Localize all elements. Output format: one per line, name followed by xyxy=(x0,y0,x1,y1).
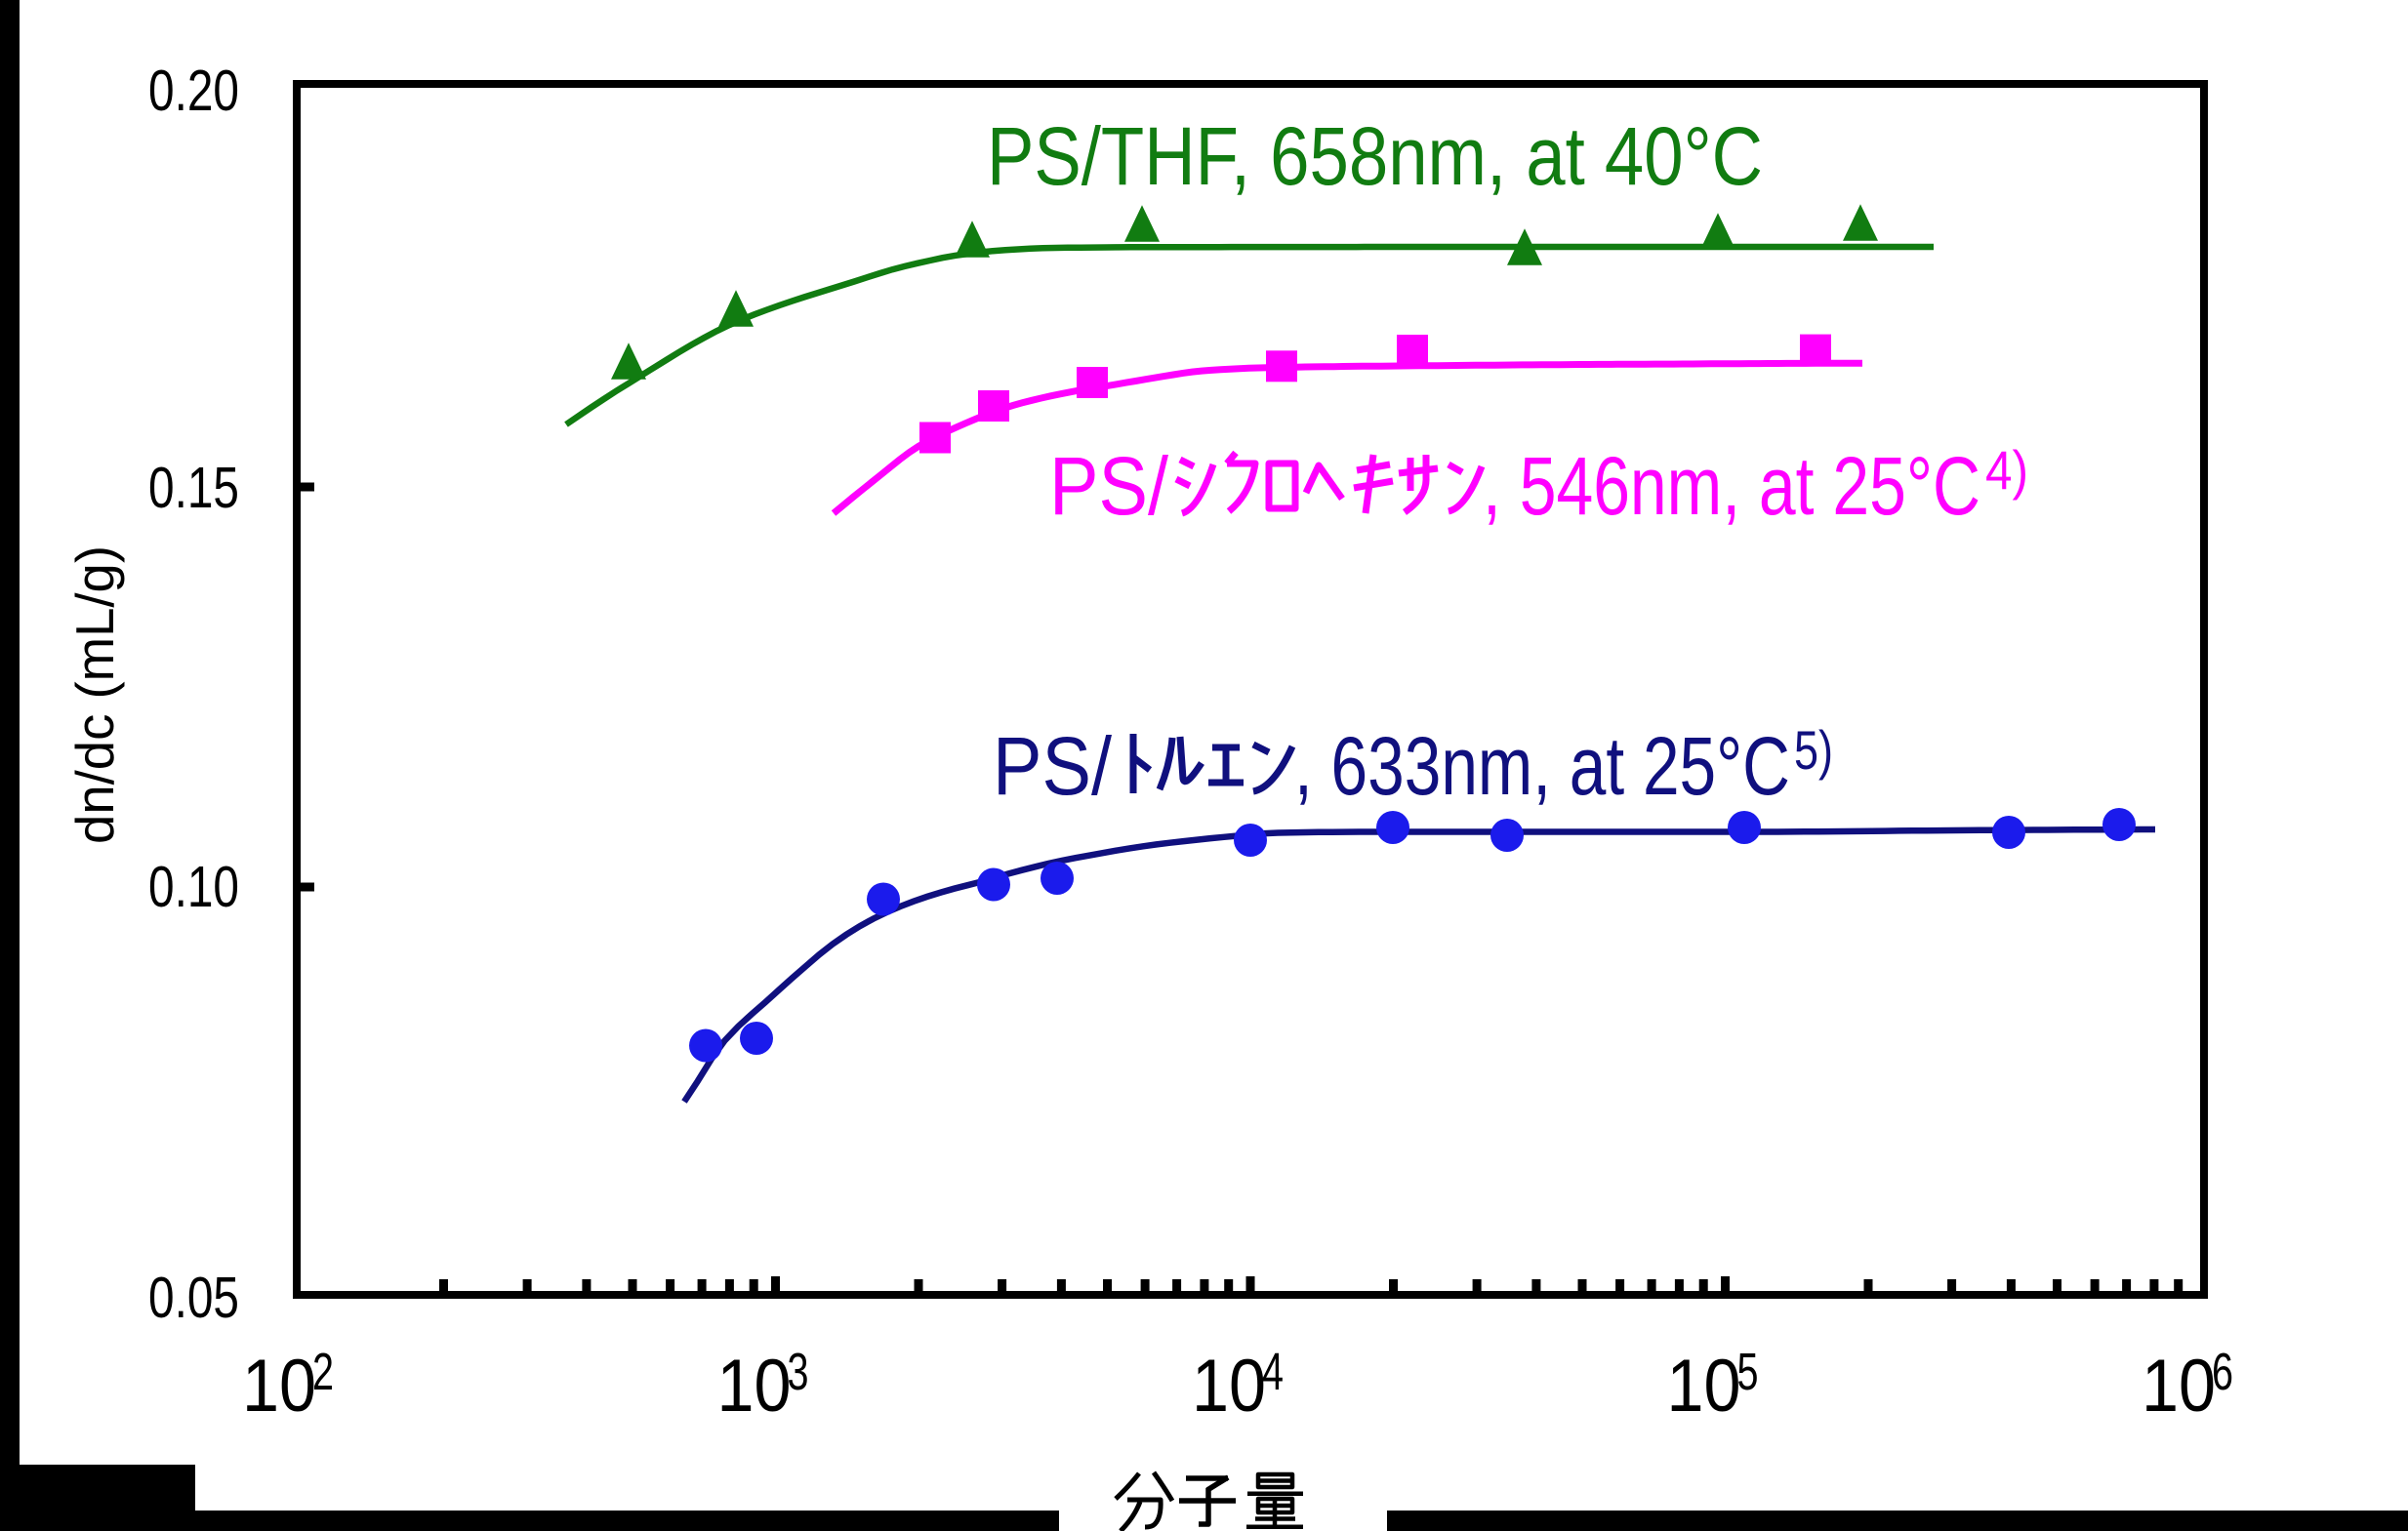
svg-text:0.15: 0.15 xyxy=(148,456,239,520)
svg-text:10: 10 xyxy=(242,1345,316,1428)
svg-text:PS/THF, 658nm, at 40°C: PS/THF, 658nm, at 40°C xyxy=(987,110,1763,202)
svg-text:4): 4) xyxy=(1985,439,2028,501)
svg-text:, 546nm, at 25°C: , 546nm, at 25°C xyxy=(1483,440,1980,532)
svg-text:, 633nm, at 25°C: , 633nm, at 25°C xyxy=(1294,720,1790,812)
svg-text:0.20: 0.20 xyxy=(148,59,239,123)
svg-text:4: 4 xyxy=(1262,1343,1284,1401)
svg-text:5: 5 xyxy=(1737,1343,1759,1401)
svg-text:5): 5) xyxy=(1794,719,1833,781)
svg-text:10: 10 xyxy=(717,1345,792,1428)
svg-text:10: 10 xyxy=(2142,1345,2216,1428)
svg-text:PS/: PS/ xyxy=(993,720,1113,812)
svg-text:PS/: PS/ xyxy=(1049,440,1169,532)
svg-text:6: 6 xyxy=(2212,1343,2233,1401)
svg-text:0.05: 0.05 xyxy=(148,1266,239,1330)
svg-text:10: 10 xyxy=(1192,1345,1266,1428)
svg-text:dn/dc (mL/g): dn/dc (mL/g) xyxy=(64,545,125,844)
svg-text:10: 10 xyxy=(1667,1345,1741,1428)
svg-text:2: 2 xyxy=(312,1343,334,1401)
svg-text:3: 3 xyxy=(788,1343,809,1401)
svg-text:0.10: 0.10 xyxy=(148,855,239,919)
